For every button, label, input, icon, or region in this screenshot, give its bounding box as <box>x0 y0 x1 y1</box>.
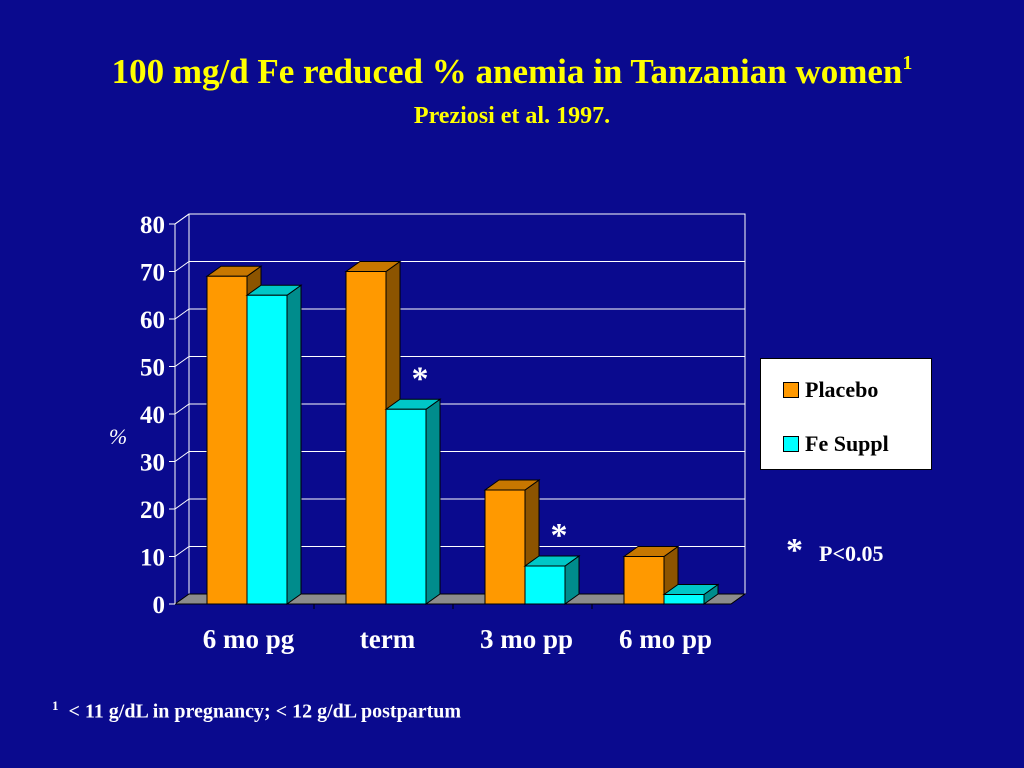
gridline-side <box>174 308 190 320</box>
title-footnote-marker: 1 <box>902 52 913 74</box>
significance-note-text: P<0.05 <box>819 541 884 566</box>
bar-fe-suppl-6-mo-pp <box>663 594 705 605</box>
footnote: 1 < 11 g/dL in pregnancy; < 12 g/dL postp… <box>52 698 461 724</box>
y-tick-label: 20 <box>140 497 165 524</box>
gridline-side <box>174 403 190 415</box>
gridline-side <box>174 356 190 367</box>
bar-side-fe-suppl-6-mo-pg <box>286 284 302 605</box>
y-tick-label: 0 <box>153 592 166 619</box>
y-tick-label: 70 <box>140 260 165 287</box>
chart-title-text: 100 mg/d Fe reduced % anemia in Tanzania… <box>111 52 903 91</box>
bar-fe-suppl-6-mo-pg <box>246 294 288 605</box>
significance-marker-term: * <box>412 360 429 397</box>
chart-subtitle: Preziosi et al. 1997. <box>413 103 611 129</box>
x-tick-label-6-mo-pg: 6 mo pg <box>203 624 295 654</box>
legend-swatch-fe-suppl <box>783 436 799 452</box>
y-tick-label: 10 <box>140 545 165 572</box>
x-tick-label-3-mo-pp: 3 mo pp <box>480 624 573 654</box>
y-tick-label: 40 <box>140 402 165 429</box>
y-tick-label: 30 <box>140 450 165 477</box>
y-tick-label: 60 <box>140 307 165 334</box>
footnote-marker: 1 <box>52 698 59 713</box>
legend-item-placebo: Placebo <box>783 377 878 403</box>
legend-item-fe-suppl: Fe Suppl <box>783 431 889 457</box>
significance-note: * P<0.05 <box>786 532 883 570</box>
significance-note-star: * <box>786 532 803 569</box>
x-tick-label-term: term <box>360 624 416 654</box>
footnote-text: < 11 g/dL in pregnancy; < 12 g/dL postpa… <box>68 700 462 723</box>
bar-side-fe-suppl-term <box>425 398 441 605</box>
significance-marker-3-mo-pp: * <box>551 517 568 554</box>
x-tick-label-6-mo-pp: 6 mo pp <box>619 624 712 654</box>
y-tick-label: 50 <box>140 355 165 382</box>
gridline-side <box>174 546 190 557</box>
gridline-side <box>174 498 190 510</box>
legend-swatch-placebo <box>783 382 799 398</box>
y-axis-label: % <box>109 424 127 449</box>
bar-placebo-6-mo-pg <box>206 275 248 605</box>
legend-label-placebo: Placebo <box>805 377 879 402</box>
bar-fe-suppl-3-mo-pp <box>524 565 566 605</box>
gridline-side <box>174 261 190 272</box>
gridline-side <box>174 451 190 462</box>
chart-legend: Placebo Fe Suppl <box>760 358 932 470</box>
bar-fe-suppl-term <box>385 408 427 605</box>
gridline-side <box>174 213 190 225</box>
bar-placebo-3-mo-pp <box>484 489 526 605</box>
legend-label-fe-suppl: Fe Suppl <box>805 431 889 456</box>
bar-placebo-6-mo-pp <box>623 556 665 605</box>
bar-placebo-term <box>345 271 387 605</box>
chart-title: 100 mg/d Fe reduced % anemia in Tanzania… <box>0 52 1024 92</box>
y-tick-label: 80 <box>140 212 165 239</box>
